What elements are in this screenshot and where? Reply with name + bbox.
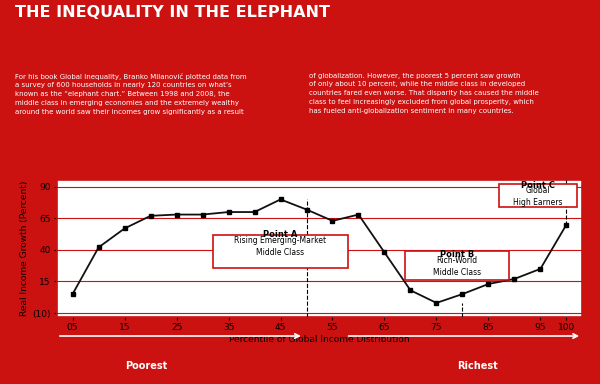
Text: Poorest: Poorest bbox=[125, 361, 167, 371]
Y-axis label: Real Income Growth (Percent): Real Income Growth (Percent) bbox=[20, 181, 29, 316]
Text: Rising Emerging-Market
Middle Class: Rising Emerging-Market Middle Class bbox=[235, 236, 326, 257]
Text: Point C: Point C bbox=[521, 181, 555, 190]
Text: For his book Global Inequality, Branko Milanović plotted data from
a survey of 6: For his book Global Inequality, Branko M… bbox=[15, 73, 247, 114]
Text: Richest: Richest bbox=[457, 361, 497, 371]
FancyBboxPatch shape bbox=[405, 251, 509, 280]
Text: Global
High Earners: Global High Earners bbox=[513, 187, 563, 207]
X-axis label: Percentile of Global Income Distribution: Percentile of Global Income Distribution bbox=[229, 335, 410, 344]
FancyBboxPatch shape bbox=[499, 184, 577, 207]
Text: Point B: Point B bbox=[440, 250, 475, 260]
Text: THE INEQUALITY IN THE ELEPHANT: THE INEQUALITY IN THE ELEPHANT bbox=[15, 5, 330, 20]
Text: Point A: Point A bbox=[263, 230, 298, 239]
Text: of globalization. However, the poorest 5 percent saw growth
of only about 10 per: of globalization. However, the poorest 5… bbox=[309, 73, 539, 114]
FancyBboxPatch shape bbox=[213, 235, 348, 268]
Text: Rich-World
Middle Class: Rich-World Middle Class bbox=[433, 256, 481, 277]
